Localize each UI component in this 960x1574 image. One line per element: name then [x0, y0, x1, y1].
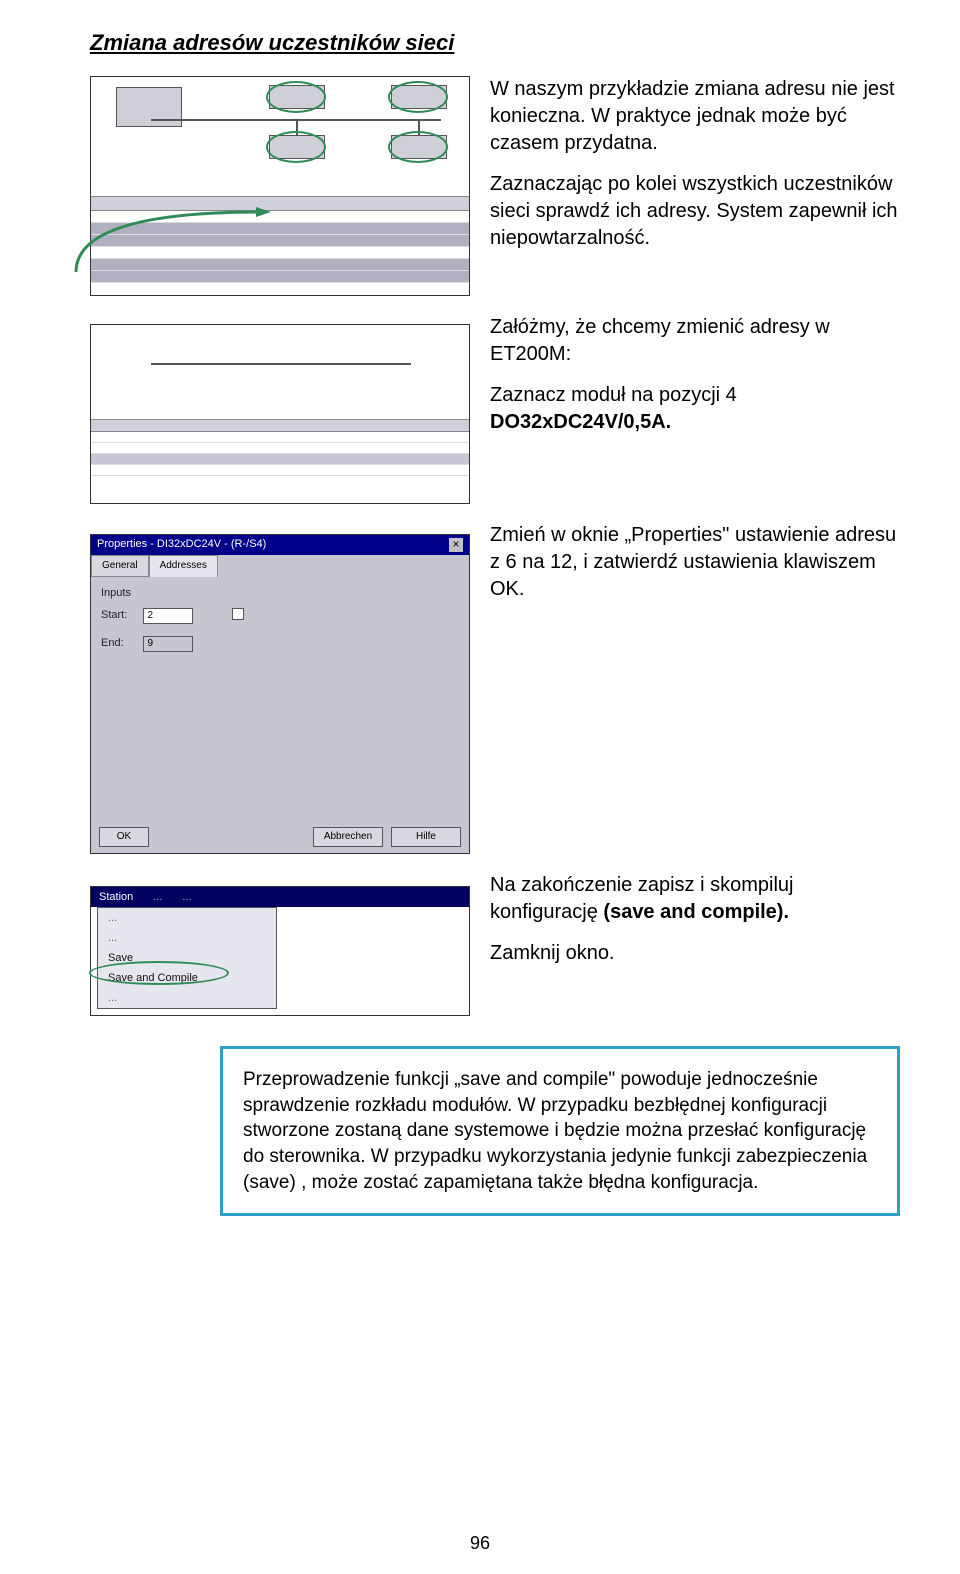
- screenshot-network-1: [90, 76, 470, 296]
- tab-general[interactable]: General: [91, 555, 149, 577]
- config-table-2: [91, 420, 469, 503]
- s2-p2a: Zaznacz moduł na pozycji 4: [490, 384, 737, 406]
- page-title: Zmiana adresów uczestników sieci: [90, 30, 900, 56]
- properties-dialog: Properties - DI32xDC24V - (R-/S4) × Gene…: [90, 534, 470, 854]
- device-box-6: [91, 383, 147, 405]
- menu-item-1[interactable]: ...: [98, 928, 276, 948]
- dialog-tabs: General Addresses: [91, 555, 469, 577]
- dropdown-menu: ... ... Save Save and Compile ...: [97, 907, 277, 1009]
- s2-p2b: DO32xDC24V/0,5A.: [490, 411, 671, 433]
- tab-addresses[interactable]: Addresses: [149, 555, 218, 577]
- cancel-button[interactable]: Abbrechen: [313, 827, 383, 847]
- plc-rack-icon: [116, 87, 182, 127]
- screenshot-1-container: [90, 76, 470, 296]
- station-menu-screenshot: Station ... ... ... ... Save Save and Co…: [90, 886, 470, 1016]
- s2-p2: Zaznacz moduł na pozycji 4 DO32xDC24V/0,…: [490, 382, 900, 436]
- dialog-title: Properties - DI32xDC24V - (R-/S4): [97, 538, 266, 552]
- bus-line-2: [151, 363, 411, 365]
- menu-dots-1: ...: [153, 891, 162, 903]
- device-box-5: [91, 361, 147, 383]
- highlight-ellipse-1: [266, 81, 326, 113]
- highlight-save-compile-ellipse: [89, 961, 229, 985]
- plc-rack-icon-2: [91, 325, 157, 361]
- screenshot-network-2: [90, 324, 470, 504]
- highlight-ellipse-4: [388, 131, 448, 163]
- section-3-text: Zmień w oknie „Properties" ustawienie ad…: [490, 522, 900, 854]
- highlight-ellipse-3: [266, 131, 326, 163]
- label-inputs: Inputs: [101, 587, 459, 599]
- s4-p1: Na zakończenie zapisz i skompiluj konfig…: [490, 872, 900, 926]
- highlight-ok-ellipse: [93, 823, 153, 849]
- section-2: Załóżmy, że chcemy zmienić adresy w ET20…: [90, 314, 900, 504]
- section-4-text: Na zakończenie zapisz i skompiluj konfig…: [490, 872, 900, 1016]
- help-button[interactable]: Hilfe: [391, 827, 461, 847]
- s4-p1b: (save and compile).: [603, 901, 789, 923]
- s4-p2: Zamknij okno.: [490, 940, 900, 967]
- highlight-ellipse-row: [91, 476, 201, 492]
- section-3: Properties - DI32xDC24V - (R-/S4) × Gene…: [90, 522, 900, 854]
- dialog-body: Inputs Start: 2 End: 9: [91, 577, 469, 823]
- screenshot-4-container: Station ... ... ... ... Save Save and Co…: [90, 872, 470, 1016]
- input-end: 9: [143, 636, 193, 652]
- input-start[interactable]: 2: [143, 608, 193, 624]
- menu-station[interactable]: Station: [99, 891, 133, 903]
- highlight-ellipse-2: [388, 81, 448, 113]
- menu-item-0[interactable]: ...: [98, 908, 276, 928]
- page-number: 96: [0, 1533, 960, 1554]
- s2-p1: Załóżmy, że chcemy zmienić adresy w ET20…: [490, 314, 900, 368]
- section-1: W naszym przykładzie zmiana adresu nie j…: [90, 76, 900, 296]
- info-box: Przeprowadzenie funkcji „save and compil…: [220, 1046, 900, 1216]
- s1-p1: W naszym przykładzie zmiana adresu nie j…: [490, 76, 900, 157]
- checkbox-sys[interactable]: [232, 608, 244, 620]
- screenshot-2-container: [90, 314, 470, 504]
- section-2-text: Załóżmy, że chcemy zmienić adresy w ET20…: [490, 314, 900, 504]
- s3-p1: Zmień w oknie „Properties" ustawienie ad…: [490, 522, 900, 603]
- close-icon[interactable]: ×: [449, 538, 463, 552]
- arrow-curve-icon: [71, 207, 271, 277]
- s1-p2: Zaznaczając po kolei wszystkich uczestni…: [490, 171, 900, 252]
- menu-item-4[interactable]: ...: [98, 988, 276, 1008]
- section-4: Station ... ... ... ... Save Save and Co…: [90, 872, 900, 1016]
- label-start: Start:: [101, 609, 139, 621]
- screenshot-3-container: Properties - DI32xDC24V - (R-/S4) × Gene…: [90, 522, 470, 854]
- section-1-text: W naszym przykładzie zmiana adresu nie j…: [490, 76, 900, 296]
- menubar: Station ... ...: [91, 887, 469, 907]
- menu-dots-2: ...: [182, 891, 191, 903]
- label-end: End:: [101, 637, 139, 649]
- dialog-buttons: OK Abbrechen Hilfe: [91, 823, 469, 853]
- dialog-titlebar: Properties - DI32xDC24V - (R-/S4) ×: [91, 535, 469, 555]
